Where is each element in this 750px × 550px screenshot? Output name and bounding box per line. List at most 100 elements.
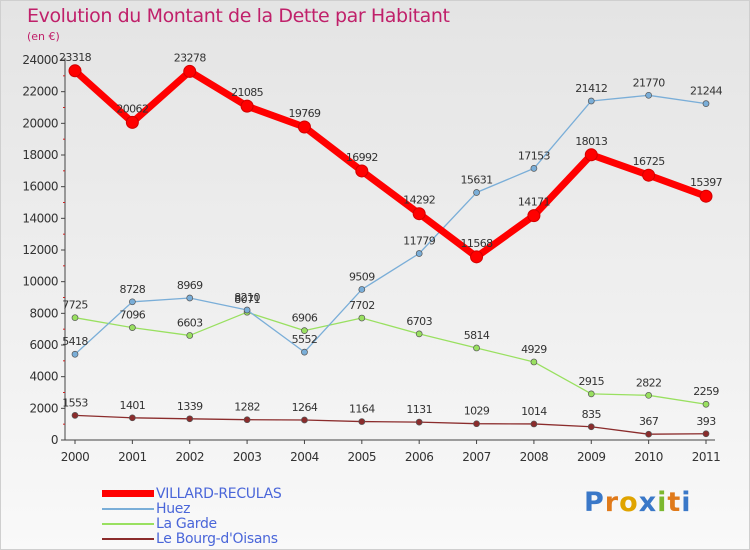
data-label: 14292: [403, 194, 435, 207]
proxiti-logo: Proxiti: [584, 487, 692, 518]
x-tick-label: 2000: [61, 450, 90, 464]
series-line: [71, 67, 710, 261]
data-point: [301, 416, 308, 424]
data-point: [587, 423, 595, 431]
data-label: 19769: [288, 107, 321, 120]
data-point: [530, 358, 538, 366]
data-label: 393: [696, 415, 716, 428]
data-label: 23278: [174, 51, 207, 64]
y-tick-label: 10000: [22, 275, 58, 289]
data-label: 15397: [690, 176, 723, 189]
data-label: 7702: [349, 299, 375, 312]
data-point: [470, 250, 484, 264]
x-tick-label: 2011: [692, 450, 721, 464]
x-tick-label: 2010: [634, 450, 663, 464]
data-point: [358, 314, 366, 322]
y-tick-label: 24000: [22, 53, 58, 67]
data-point: [297, 120, 311, 134]
data-label: 20062: [116, 102, 148, 115]
data-label: 11568: [461, 237, 494, 250]
data-label: 21244: [690, 85, 723, 98]
x-tick-label: 2007: [462, 450, 491, 464]
data-label: 9509: [349, 270, 375, 283]
data-label: 1339: [177, 400, 203, 413]
data-label: 15631: [461, 174, 493, 187]
logo-letter: P: [584, 487, 605, 518]
data-point: [358, 418, 366, 425]
data-point: [186, 294, 194, 302]
data-point: [473, 344, 480, 352]
data-label: 11779: [403, 234, 436, 247]
data-label: 1264: [292, 401, 318, 414]
data-point: [530, 420, 538, 428]
data-point: [355, 164, 369, 178]
data-label: 16725: [633, 155, 666, 168]
y-tick-label: 12000: [22, 243, 58, 257]
data-point: [129, 298, 136, 306]
series-line: [74, 311, 707, 405]
data-label: 6703: [406, 315, 432, 328]
data-point: [71, 412, 79, 419]
data-label: 5552: [292, 333, 318, 346]
data-point: [186, 332, 194, 339]
y-tick-label: 2000: [29, 401, 58, 415]
data-point: [301, 327, 308, 335]
data-point: [645, 430, 652, 438]
x-tick-label: 2003: [233, 450, 262, 464]
logo-letter: x: [638, 487, 658, 518]
data-point: [702, 100, 710, 107]
data-point: [584, 148, 598, 162]
y-tick-label: 6000: [29, 338, 58, 352]
data-label: 835: [582, 408, 602, 421]
x-tick-label: 2002: [175, 450, 204, 464]
data-point: [473, 189, 480, 196]
x-tick-label: 2009: [577, 450, 606, 464]
legend-swatch: [102, 522, 154, 525]
legend-swatch: [102, 537, 154, 540]
data-point: [243, 306, 251, 314]
legend-swatch: [102, 490, 154, 497]
legend-item: Huez: [102, 500, 281, 517]
logo-letter: o: [619, 487, 639, 518]
series-line: [74, 94, 707, 355]
y-tick-label: 14000: [22, 211, 58, 225]
data-label: 1164: [349, 403, 375, 416]
legend-item: VILLARD-RECULAS: [102, 486, 282, 502]
logo-letter: t: [667, 487, 682, 518]
y-tick-label: 22000: [22, 85, 58, 99]
data-point: [587, 97, 595, 105]
data-point: [702, 430, 710, 438]
data-label: 7725: [62, 299, 88, 312]
legend-item: La Garde: [102, 516, 281, 532]
data-point: [587, 390, 595, 398]
data-point: [473, 420, 480, 428]
legend-label: Huez: [156, 500, 191, 517]
data-label: 1282: [234, 401, 260, 414]
data-label: 14171: [518, 196, 550, 209]
data-label: 1014: [521, 405, 547, 418]
data-label: 18013: [575, 135, 608, 148]
data-point: [527, 209, 541, 223]
data-point: [71, 350, 79, 358]
data-point: [183, 64, 197, 78]
data-label: 6906: [292, 312, 318, 325]
series-line: [74, 414, 707, 435]
data-point: [645, 391, 652, 399]
data-point: [71, 314, 79, 322]
data-point: [240, 99, 254, 113]
y-tick-label: 0: [51, 433, 58, 447]
data-label: 23318: [59, 51, 92, 64]
x-tick-label: 2004: [290, 450, 319, 464]
data-label: 2822: [636, 376, 662, 389]
logo-letter: i: [657, 487, 668, 518]
data-label: 1131: [406, 403, 432, 416]
data-label: 21770: [633, 76, 666, 89]
legend-label: Le Bourg-d'Oisans: [156, 530, 278, 547]
y-tick-label: 20000: [22, 116, 58, 130]
data-point: [530, 165, 538, 172]
data-point: [642, 168, 656, 182]
legend-swatch: [102, 507, 154, 510]
data-point: [125, 115, 139, 129]
data-label: 4929: [521, 343, 547, 356]
